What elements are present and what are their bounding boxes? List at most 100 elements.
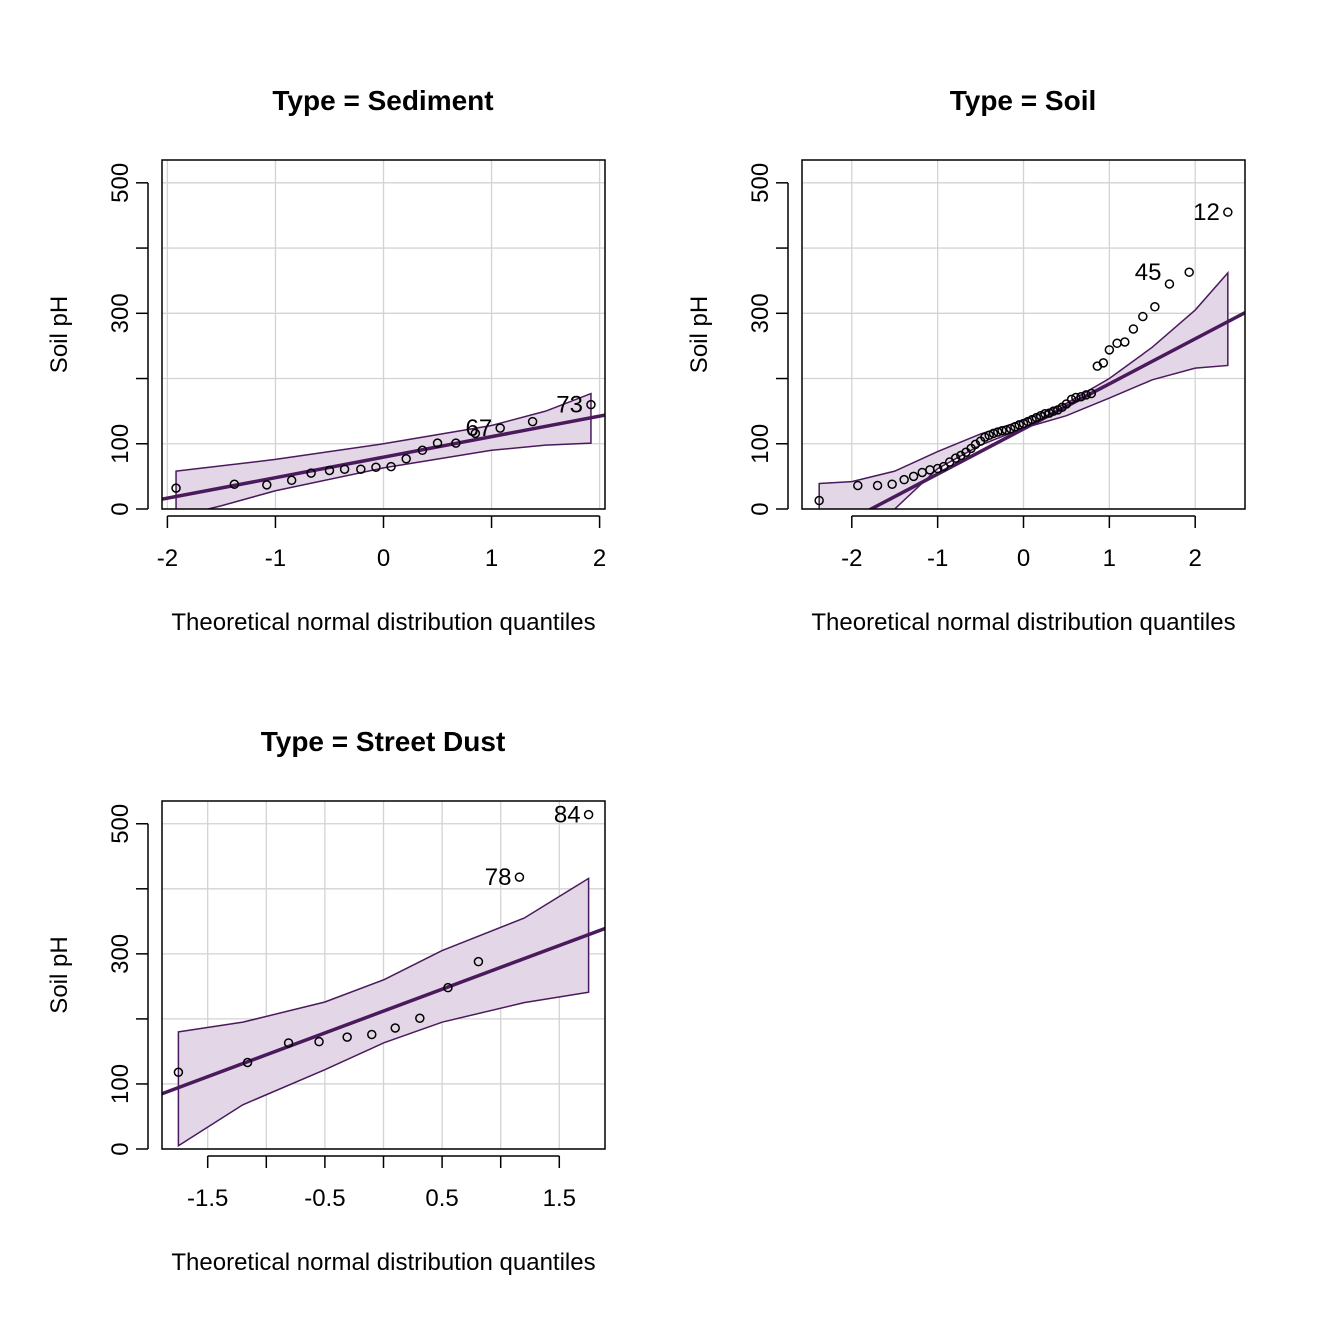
chart-title: Type = Soil xyxy=(950,85,1097,116)
data-point xyxy=(1031,412,1042,423)
y-axis-title: Soil pH xyxy=(46,936,73,1013)
data-point xyxy=(242,1057,253,1068)
data-point xyxy=(1035,410,1046,421)
y-axis xyxy=(776,182,789,510)
data-point xyxy=(583,809,594,820)
y-tick-label: 100 xyxy=(747,424,774,464)
data-point xyxy=(262,480,272,490)
x-axis-title: Theoretical normal distribution quantile… xyxy=(171,609,595,636)
x-tick-label: -1 xyxy=(265,545,286,572)
x-axis xyxy=(206,1155,561,1168)
reference-line xyxy=(162,926,605,1096)
x-tick-label: 0 xyxy=(1017,545,1030,572)
data-point xyxy=(1150,302,1160,312)
data-point xyxy=(443,982,453,993)
data-point xyxy=(390,1023,400,1033)
data-point xyxy=(1120,337,1130,347)
y-axis-title: Soil pH xyxy=(46,296,73,373)
data-point xyxy=(432,438,443,448)
data-point xyxy=(1066,394,1077,405)
data-point xyxy=(887,479,897,489)
data-point xyxy=(367,1029,377,1040)
data-point xyxy=(1138,311,1148,322)
x-tick-label: 0 xyxy=(377,545,390,572)
point-label: 84 xyxy=(554,802,581,829)
y-tick-label: 500 xyxy=(747,163,774,203)
point-label: 67 xyxy=(465,415,492,442)
x-tick-label: 2 xyxy=(1189,545,1202,572)
data-point xyxy=(1023,416,1033,427)
x-axis xyxy=(851,515,1196,528)
x-tick-label: 1 xyxy=(485,545,498,572)
plot-frame xyxy=(801,159,1246,510)
x-tick-label: -0.5 xyxy=(304,1185,345,1212)
y-tick-label: 300 xyxy=(107,293,134,333)
data-point xyxy=(988,428,999,439)
data-point xyxy=(451,438,461,448)
data-point xyxy=(314,1036,324,1047)
y-tick-label: 500 xyxy=(107,804,134,844)
data-point xyxy=(339,464,350,474)
data-point xyxy=(872,480,883,491)
y-tick-label: 100 xyxy=(107,1064,134,1104)
data-point xyxy=(908,471,919,482)
x-tick-label: -2 xyxy=(157,545,178,572)
y-axis xyxy=(136,182,149,510)
data-point xyxy=(853,480,863,491)
y-tick-label: 0 xyxy=(747,502,774,515)
data-point xyxy=(1018,418,1029,429)
data-point xyxy=(1128,324,1139,334)
data-point xyxy=(173,1067,184,1077)
x-axis-title: Theoretical normal distribution quantile… xyxy=(811,609,1235,636)
data-point xyxy=(814,495,824,506)
data-point xyxy=(1098,358,1109,368)
data-point xyxy=(586,399,596,410)
reference-line xyxy=(162,413,605,501)
x-tick-label: 1 xyxy=(1103,545,1116,572)
confidence-band xyxy=(175,392,592,509)
data-point xyxy=(1044,408,1055,418)
data-point xyxy=(171,483,181,493)
data-point xyxy=(470,428,481,439)
data-point xyxy=(527,416,538,427)
data-point xyxy=(306,468,316,478)
data-point xyxy=(984,430,994,441)
chart-title: Type = Sediment xyxy=(272,85,493,116)
y-tick-label: 300 xyxy=(747,293,774,333)
data-point xyxy=(514,872,525,882)
data-point xyxy=(495,423,505,433)
data-point xyxy=(1071,392,1081,403)
data-point xyxy=(1027,414,1037,425)
y-tick-label: 0 xyxy=(107,1142,134,1155)
data-point xyxy=(1081,390,1091,400)
plot-area xyxy=(814,207,1245,509)
x-tick-label: -2 xyxy=(841,545,862,572)
x-axis xyxy=(166,515,601,528)
data-point xyxy=(415,1013,425,1024)
data-point xyxy=(229,479,240,489)
data-point xyxy=(1001,425,1012,435)
x-tick-label: 0.5 xyxy=(425,1185,458,1212)
data-point xyxy=(1086,388,1097,399)
qq-panel-3: Type = Street Dust 78 84 0 100 300 500 Soil pH -… xyxy=(46,726,606,1276)
data-point xyxy=(342,1032,352,1042)
data-point xyxy=(386,461,396,472)
data-point xyxy=(283,1038,294,1048)
data-point xyxy=(938,461,949,472)
data-point xyxy=(980,432,990,442)
plot-area xyxy=(162,392,605,509)
plot-area xyxy=(162,809,605,1148)
data-point xyxy=(286,475,297,486)
data-point xyxy=(1010,422,1020,432)
data-point xyxy=(1076,392,1086,402)
data-point xyxy=(1112,338,1122,349)
data-point xyxy=(899,474,909,485)
data-point xyxy=(1104,345,1115,355)
data-point xyxy=(1164,279,1175,289)
data-point xyxy=(324,465,335,476)
chart-title: Type = Street Dust xyxy=(261,726,506,757)
point-label: 45 xyxy=(1135,259,1162,286)
x-tick-label: 1.5 xyxy=(543,1185,576,1212)
